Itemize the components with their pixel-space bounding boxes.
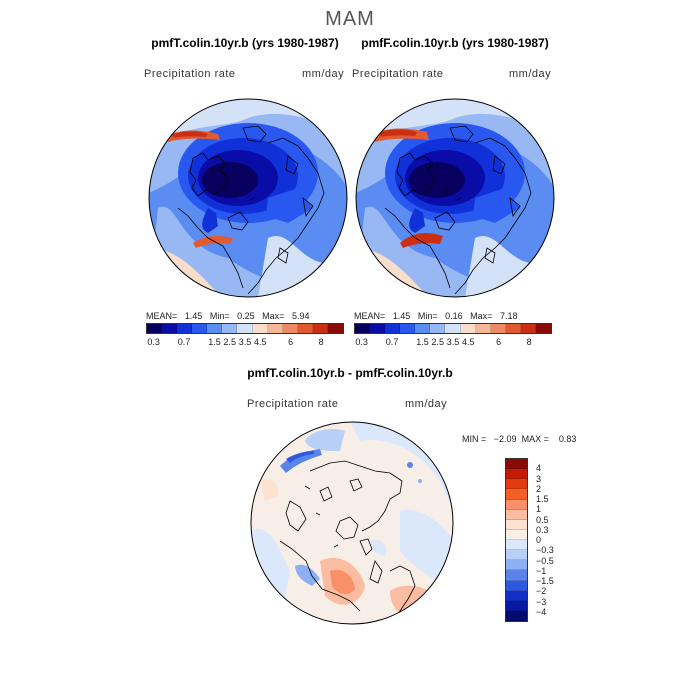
colorbar-swatch: [327, 324, 344, 333]
left-units-label: mm/day: [302, 68, 345, 80]
colorbar-swatch: [192, 324, 208, 333]
colorbar-swatch: [282, 324, 298, 333]
colorbar-tick-label: 6: [496, 337, 502, 347]
colorbar-swatch: [506, 479, 527, 490]
colorbar-swatch: [297, 324, 313, 333]
colorbar-swatch: [370, 324, 386, 333]
right-panel-title: pmfF.colin.10yr.b (yrs 1980-1987): [361, 36, 549, 50]
colorbar-tick-label: 4.5: [461, 337, 475, 347]
season-title: MAM: [325, 8, 375, 30]
colorbar-tick-label: 3: [536, 473, 542, 484]
colorbar-tick-label: −1: [536, 565, 547, 576]
colorbar-tick-label: 0.5: [536, 514, 549, 525]
colorbar-tick-label: 1.5: [208, 337, 221, 347]
colorbar-tick-label: −2: [536, 586, 547, 597]
colorbar-swatch: [505, 324, 521, 333]
colorbar-swatch: [506, 499, 527, 510]
colorbar-swatch: [147, 324, 163, 333]
diff-colorbar: [505, 458, 528, 622]
colorbar-swatch: [400, 324, 416, 333]
colorbar-swatch: [415, 324, 431, 333]
colorbar-swatch: [506, 509, 527, 520]
colorbar-tick-label: 3.5: [238, 337, 252, 347]
colorbar-swatch: [506, 529, 527, 540]
colorbar-swatch: [475, 324, 491, 333]
colorbar-swatch: [506, 600, 527, 611]
colorbar-swatch: [506, 540, 527, 551]
colorbar-tick-label: 4.5: [253, 337, 267, 347]
colorbar-tick-label: 6: [288, 337, 294, 347]
colorbar-tick-label: 2.5: [431, 337, 445, 347]
colorbar-swatch: [506, 550, 527, 561]
colorbar-tick-label: 0.3: [536, 524, 549, 535]
colorbar-swatch: [520, 324, 536, 333]
colorbar-swatch: [506, 519, 527, 530]
colorbar-swatch: [460, 324, 476, 333]
colorbar-swatch: [355, 324, 371, 333]
colorbar-tick-label: 0.7: [177, 337, 191, 347]
colorbar-swatch: [445, 324, 461, 333]
left-colorbar: [146, 323, 344, 334]
colorbar-tick-label: 2: [536, 483, 542, 494]
right-units-label: mm/day: [509, 68, 552, 80]
colorbar-swatch: [506, 580, 527, 591]
colorbar-tick-label: −4: [536, 606, 547, 617]
diff-variable-label: Precipitation rate: [247, 398, 339, 410]
colorbar-swatch: [207, 324, 223, 333]
colorbar-tick-label: −3: [536, 596, 547, 607]
colorbar-tick-label: 0.3: [355, 337, 368, 347]
colorbar-swatch: [506, 469, 527, 480]
right-polar-map: [355, 98, 555, 298]
colorbar-swatch: [506, 590, 527, 601]
colorbar-tick-label: 8: [318, 337, 324, 347]
colorbar-swatch: [237, 324, 253, 333]
colorbar-tick-label: 0.3: [147, 337, 160, 347]
colorbar-swatch: [506, 610, 527, 621]
colorbar-tick-label: 2.5: [223, 337, 237, 347]
colorbar-tick-label: 1: [536, 504, 542, 515]
colorbar-swatch: [177, 324, 193, 333]
colorbar-tick-label: 0: [536, 535, 542, 545]
colorbar-swatch: [506, 570, 527, 581]
right-colorbar: [354, 323, 552, 334]
colorbar-swatch: [506, 459, 527, 470]
left-polar-map: [148, 98, 348, 298]
colorbar-swatch: [252, 324, 268, 333]
diff-polar-map: [250, 421, 454, 625]
colorbar-tick-label: −1.5: [536, 576, 554, 586]
colorbar-swatch: [430, 324, 446, 333]
colorbar-tick-label: −0.5: [536, 555, 554, 566]
diff-panel-title: pmfT.colin.10yr.b - pmfF.colin.10yr.b: [247, 366, 453, 380]
left-variable-label: Precipitation rate: [144, 68, 236, 80]
diff-stats: MIN = −2.09 MAX = 0.83: [462, 434, 577, 444]
diff-colorbar-ticks: 4 3 2 1.5 1 0.5 0.3 0 −0.3 −0.5 −1 −1.5 −2 −3 −4: [536, 458, 576, 622]
colorbar-swatch: [490, 324, 506, 333]
colorbar-tick-label: 4: [536, 463, 542, 474]
right-colorbar-ticks: 0.3 0.7 1.5 2.5 3.5 4.5 6 8: [354, 337, 552, 349]
colorbar-swatch: [267, 324, 283, 333]
right-variable-label: Precipitation rate: [352, 68, 444, 80]
left-panel-title: pmfT.colin.10yr.b (yrs 1980-1987): [151, 36, 339, 50]
left-colorbar-ticks: 0.3 0.7 1.5 2.5 3.5 4.5 6 8: [146, 337, 344, 349]
left-stats: MEAN= 1.45 Min= 0.25 Max= 5.94: [146, 311, 310, 321]
colorbar-swatch: [535, 324, 552, 333]
colorbar-tick-label: 1.5: [416, 337, 429, 347]
colorbar-swatch: [312, 324, 328, 333]
right-stats: MEAN= 1.45 Min= 0.16 Max= 7.18: [354, 311, 518, 321]
colorbar-swatch: [506, 489, 527, 500]
diff-units-label: mm/day: [405, 398, 448, 410]
colorbar-tick-label: 0.7: [385, 337, 399, 347]
colorbar-tick-label: 3.5: [446, 337, 460, 347]
colorbar-tick-label: −0.3: [536, 545, 554, 556]
colorbar-swatch: [506, 560, 527, 571]
colorbar-swatch: [162, 324, 178, 333]
colorbar-swatch: [385, 324, 401, 333]
colorbar-tick-label: 1.5: [536, 494, 549, 504]
colorbar-tick-label: 8: [526, 337, 532, 347]
colorbar-swatch: [222, 324, 238, 333]
